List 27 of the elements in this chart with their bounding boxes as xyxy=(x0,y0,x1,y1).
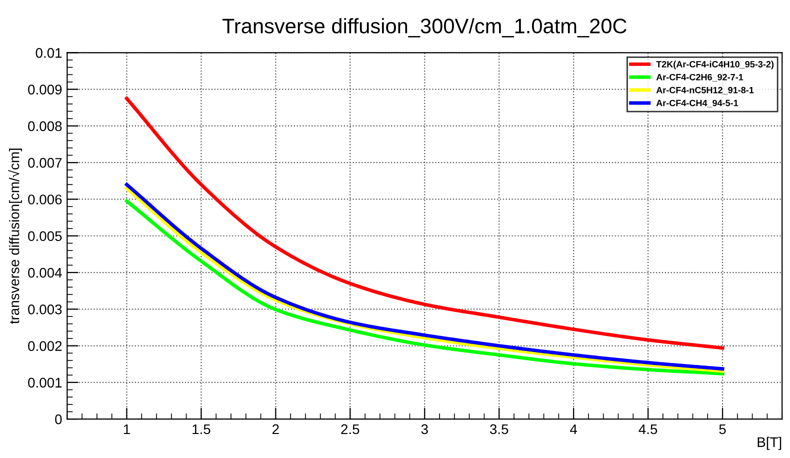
x-tick-label: 5 xyxy=(719,424,726,434)
chart-title: Transverse diffusion_300V/cm_1.0atm_20C xyxy=(222,18,627,38)
y-tick-label: 0.009 xyxy=(28,84,62,94)
y-tick-label: 0.007 xyxy=(28,158,62,168)
y-tick-label: 0.01 xyxy=(36,48,62,58)
y-tick-label: 0.001 xyxy=(28,378,62,388)
x-tick-label: 4 xyxy=(570,424,578,434)
y-tick-label: 0.008 xyxy=(28,121,62,132)
legend-label: T2K(Ar-CF4-iC4H10_95-3-2) xyxy=(656,60,774,70)
y-tick-label: 0.005 xyxy=(28,231,62,242)
x-tick-label: 1 xyxy=(124,424,130,434)
x-tick-label: 3.5 xyxy=(490,424,508,434)
legend-label: Ar-CF4-CH4_94-5-1 xyxy=(656,100,738,108)
x-tick-label: 2.5 xyxy=(341,424,360,434)
y-tick-label: 0.006 xyxy=(28,194,62,204)
legend-label: Ar-CF4-C2H6_92-7-1 xyxy=(656,74,744,82)
y-tick-label: 0.004 xyxy=(28,268,62,278)
x-tick-label: 2 xyxy=(272,424,279,434)
y-tick-label: 0 xyxy=(55,414,62,424)
x-axis-title: B[T] xyxy=(758,436,782,450)
legend-label: Ar-CF4-nC5H12_91-8-1 xyxy=(656,86,754,94)
y-tick-label: 0.002 xyxy=(28,341,62,351)
y-axis-title: transverse diffusion[cm/√cm] xyxy=(8,148,22,324)
y-tick-label: 0.003 xyxy=(28,304,62,314)
x-tick-label: 1.5 xyxy=(192,424,210,434)
x-tick-label: 3 xyxy=(421,424,428,434)
x-tick-label: 4.5 xyxy=(638,424,658,434)
